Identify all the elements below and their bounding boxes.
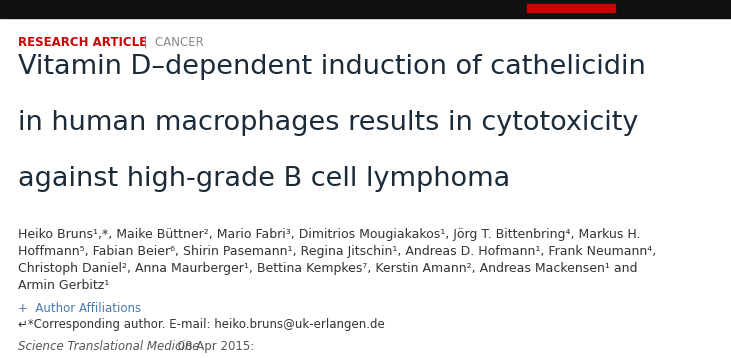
Text: Science Translational Medicine: Science Translational Medicine bbox=[18, 340, 200, 353]
Bar bbox=[527, 4, 615, 12]
Text: Heiko Bruns¹,*, Maike Büttner², Mario Fabri³, Dimitrios Mougiakakos¹, Jörg T. Bi: Heiko Bruns¹,*, Maike Büttner², Mario Fa… bbox=[18, 228, 640, 241]
Text: |  CANCER: | CANCER bbox=[136, 36, 204, 49]
Text: 08 Apr 2015:: 08 Apr 2015: bbox=[174, 340, 254, 353]
Text: +  Author Affiliations: + Author Affiliations bbox=[18, 302, 141, 315]
Bar bbox=[0, 0, 731, 18]
Text: Christoph Daniel², Anna Maurberger¹, Bettina Kempkes⁷, Kerstin Amann², Andreas M: Christoph Daniel², Anna Maurberger¹, Bet… bbox=[18, 262, 637, 275]
Text: Hoffmann⁵, Fabian Beier⁶, Shirin Pasemann¹, Regina Jitschin¹, Andreas D. Hofmann: Hoffmann⁵, Fabian Beier⁶, Shirin Paseman… bbox=[18, 245, 656, 258]
Text: against high-grade B cell lymphoma: against high-grade B cell lymphoma bbox=[18, 166, 510, 192]
Text: Vitamin D–dependent induction of cathelicidin: Vitamin D–dependent induction of catheli… bbox=[18, 54, 645, 80]
Text: ↵*Corresponding author. E-mail: heiko.bruns@uk-erlangen.de: ↵*Corresponding author. E-mail: heiko.br… bbox=[18, 318, 385, 331]
Text: in human macrophages results in cytotoxicity: in human macrophages results in cytotoxi… bbox=[18, 110, 638, 136]
Text: RESEARCH ARTICLE: RESEARCH ARTICLE bbox=[18, 36, 147, 49]
Text: Armin Gerbitz¹: Armin Gerbitz¹ bbox=[18, 279, 109, 292]
